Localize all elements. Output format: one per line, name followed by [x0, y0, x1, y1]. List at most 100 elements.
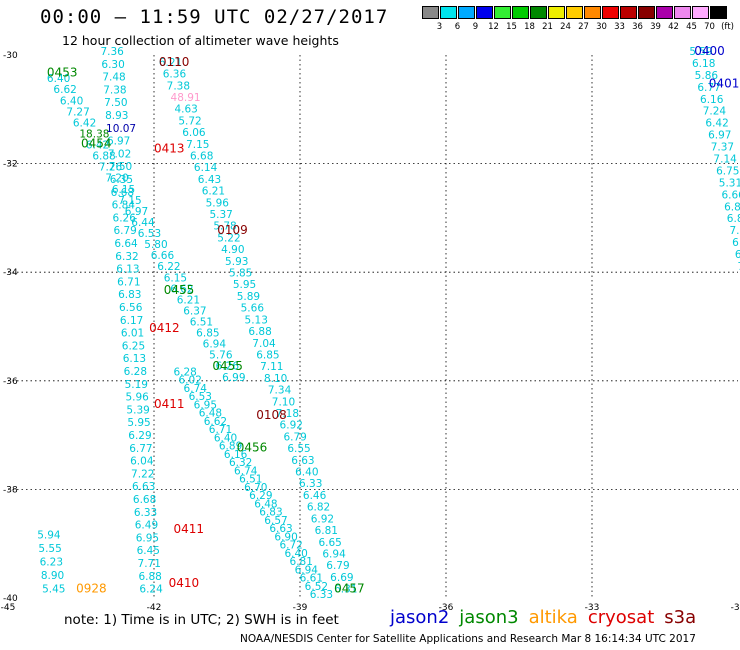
wave-height-value: 6.74 [184, 383, 208, 395]
wave-height-value: 7.15 [118, 195, 141, 207]
wave-height-value: 5.72 [178, 115, 201, 127]
wave-height-value: 6.92 [280, 420, 303, 432]
wave-height-value: 6.69 [330, 572, 353, 584]
color-bin [710, 6, 727, 19]
wave-height-value: 6.99 [222, 372, 245, 384]
pass-time-label: 0454 [81, 136, 112, 150]
wave-height-value: 5.94 [37, 529, 61, 541]
wave-height-value: 6.64 [114, 238, 138, 250]
wave-height-value: 6.83 [118, 289, 141, 301]
x-tick-label: -42 [147, 603, 162, 613]
wave-height-value: 6.79 [326, 560, 349, 572]
wave-height-value: 4.63 [174, 104, 197, 116]
wave-height-value: 6.28 [173, 366, 196, 378]
wave-height-value: 8.10 [264, 373, 287, 385]
wave-height-value: 6.33 [299, 478, 322, 490]
x-tick-label: -45 [1, 603, 16, 613]
wave-height-value: 6.85 [196, 328, 219, 340]
wave-height-value: 6.33 [134, 507, 157, 519]
color-bin [602, 6, 619, 19]
wave-height-value: 4.90 [221, 244, 244, 256]
wave-height-value: 6.40 [295, 467, 318, 479]
color-bin-label: 39 [650, 22, 661, 32]
wave-height-value: 6.44 [131, 217, 155, 229]
wave-height-value: 6.22 [157, 261, 180, 273]
color-bin-label: 24 [560, 22, 571, 32]
wave-height-value: 6.01 [121, 328, 144, 340]
color-bin [476, 6, 493, 19]
footer-credit: NOAA/NESDIS Center for Satellite Applica… [240, 633, 696, 645]
wave-height-value: 6.29 [249, 490, 272, 502]
pass-time-label: 0109 [217, 223, 248, 237]
wave-height-value: 7.02 [108, 148, 131, 160]
wave-height-value: 6.46 [303, 490, 327, 502]
wave-height-value: 6.77 [697, 82, 720, 94]
wave-height-value: 5.37 [209, 209, 232, 221]
legend-cryosat: cryosat [587, 607, 655, 628]
wave-height-value: 6.02 [179, 375, 202, 387]
wave-height-value: 7.38 [103, 84, 126, 96]
color-bin [530, 6, 547, 19]
wave-height-value: 6.37 [183, 305, 206, 317]
wave-height-value: 6.62 [53, 84, 76, 96]
wave-height-value: 6.62 [170, 283, 193, 295]
wave-height-value: 6.26 [113, 212, 137, 224]
wave-height-value: 6.26 [216, 361, 240, 373]
wave-height-value: 6.75 [716, 165, 739, 177]
y-tick-label: -40 [3, 594, 18, 604]
page-subtitle: 12 hour collection of altimeter wave hei… [62, 33, 339, 48]
wave-height-value: 8.90 [41, 570, 64, 582]
wave-height-value: 6.06 [182, 127, 206, 139]
wave-height-value: 5.19 [125, 379, 148, 391]
wave-height-value: 5.55 [38, 543, 61, 555]
color-bin-label: 45 [686, 22, 697, 32]
pass-time-label: 0453 [47, 66, 78, 80]
wave-height-value: 5.45 [42, 584, 65, 596]
pass-time-label: 0411 [173, 522, 204, 536]
wave-height-value: 6.66 [721, 189, 740, 201]
y-tick-label: -38 [3, 485, 18, 495]
wave-height-value: 6.21 [202, 186, 225, 198]
wave-height-value: 6.21 [177, 294, 200, 306]
pass-time-labels: 0110 0453 0413 0454 0109 0455 0412 0455 0411 0108… [47, 44, 739, 596]
wave-height-value: 7.27 [66, 106, 89, 118]
wave-height-value: 6.88 [248, 326, 271, 338]
wave-height-value: 6.04 [130, 456, 154, 468]
wave-height-value: 6.55 [287, 443, 310, 455]
wave-height-value: 6.84 [112, 200, 136, 212]
wave-height-value: 6.68 [133, 494, 156, 506]
wave-height-value: 7.14 [713, 154, 737, 166]
wave-height-value: 6.21 [159, 57, 182, 69]
wave-height-value: 7.10 [272, 396, 295, 408]
wave-height-value: 6.32 [229, 457, 252, 469]
wave-height-value: 5.39 [126, 404, 149, 416]
color-bin-label: 30 [596, 22, 607, 32]
wave-height-value: 6.42 [73, 117, 96, 129]
wave-height-value: 6.23 [40, 556, 63, 568]
y-tick-label: -32 [3, 160, 18, 170]
wave-height-value: 6.81 [290, 556, 313, 568]
wave-height-value: 6.79 [113, 225, 136, 237]
wave-height-value: 6.36 [163, 69, 187, 81]
wave-height-value: 6.18 [692, 58, 715, 70]
wave-height-value: 6.49 [135, 520, 158, 532]
wave-height-value: 6.94 [203, 339, 227, 351]
wave-height-value: 6.89 [219, 441, 242, 453]
wave-height-value: 6.40 [60, 95, 83, 107]
wave-height-value: 7.10 [729, 225, 740, 237]
wave-height-value: 5.95 [127, 417, 150, 429]
color-bin-label: 9 [472, 22, 479, 32]
chart-note: note: 1) Time is in UTC; 2) SWH is in fe… [64, 612, 339, 628]
wave-height-value: 6.32 [115, 251, 138, 263]
legend-jason3: jason3 [459, 607, 519, 628]
pass-time-label: 0412 [149, 321, 180, 335]
pass-time-label: 0411 [154, 397, 185, 411]
wave-height-value: 7.36 [100, 46, 124, 58]
wave-height-value: 6.95 [136, 532, 159, 544]
wave-height-value: 6.17 [120, 315, 143, 327]
color-bin [458, 6, 475, 19]
pass-time-label: 0455 [164, 283, 195, 297]
wave-height-value: 6.71 [117, 276, 140, 288]
color-bin-label: 42 [668, 22, 679, 32]
